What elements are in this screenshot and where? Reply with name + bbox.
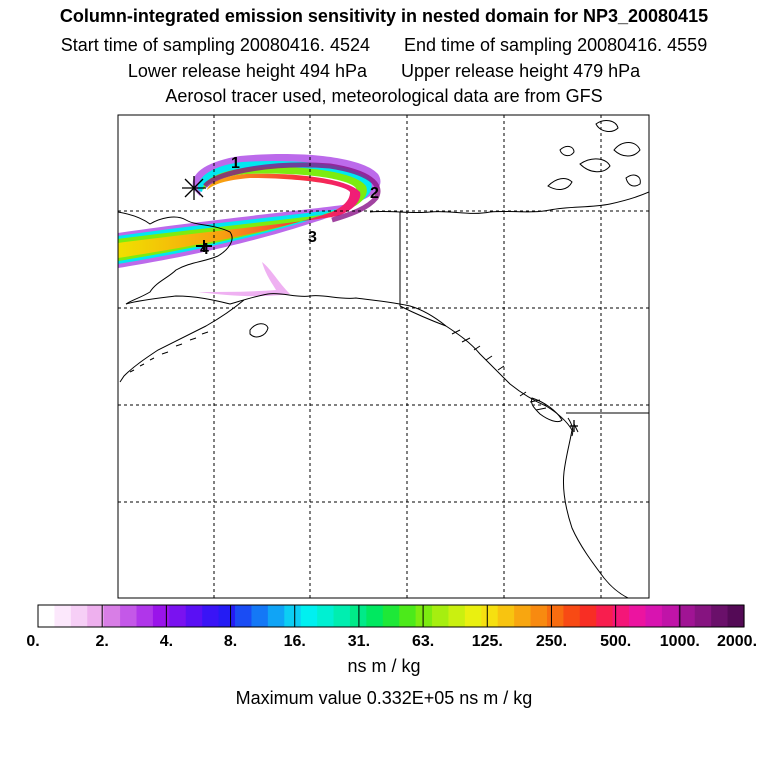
puget-sound: [567, 417, 579, 437]
colorbar-tick-label: 4.: [160, 633, 173, 650]
colorbar-tick-label: 31.: [348, 633, 370, 650]
plume-core: [118, 173, 361, 258]
colorbar-swatch: [152, 605, 170, 627]
colorbar-swatch: [711, 605, 729, 627]
arctic-islands: [547, 120, 641, 190]
colorbar-tick-label: 16.: [284, 633, 306, 650]
colorbar-swatch: [185, 605, 203, 627]
alaska-south-coast: [125, 293, 447, 327]
vancouver-island: [531, 397, 563, 423]
start-time-label: Start time of sampling 20080416. 4524: [60, 35, 370, 55]
colorbar-swatch: [694, 605, 712, 627]
colorbar-swatch: [481, 605, 499, 627]
trajectory-label-1: 1: [231, 155, 240, 172]
alaska-northwest-coast: [118, 211, 233, 305]
colorbar-swatch: [103, 605, 121, 627]
colorbar-frame: [37, 604, 745, 628]
alaska-peninsula: [119, 299, 245, 383]
upper-height-label: Upper release height 479 hPa: [401, 61, 641, 81]
colorbar-swatch: [546, 605, 564, 627]
colorbar-swatch: [661, 605, 679, 627]
aleutian-islands: [129, 331, 209, 373]
colorbar-swatch: [514, 605, 532, 627]
page-title: Column-integrated emission sensitivity i…: [59, 6, 709, 26]
political-boundaries: [399, 212, 649, 414]
trajectory-label-2: 2: [370, 185, 379, 202]
plume-southern-wisp: [198, 262, 290, 297]
colorbar-swatch: [563, 605, 581, 627]
trajectory-tick: [196, 240, 212, 252]
colorbar-swatch: [120, 605, 138, 627]
alexander-archipelago: [451, 329, 547, 411]
colorbar-swatch: [448, 605, 466, 627]
colorbar-swatch: [317, 605, 335, 627]
lat-lon-grid: [118, 115, 649, 598]
colorbar-swatch: [202, 605, 220, 627]
colorbar-tick-label: 1000.: [660, 633, 700, 650]
colorbar-swatch: [678, 605, 696, 627]
colorbar-swatch: [727, 605, 745, 627]
colorbar: [37, 604, 745, 628]
colorbar-swatch: [136, 605, 154, 627]
lower-height-label: Lower release height 494 hPa: [127, 61, 367, 81]
release-heights: Lower release height 494 hPa Upper releas…: [0, 61, 768, 82]
colorbar-swatch: [169, 605, 187, 627]
colorbar-swatch: [382, 605, 400, 627]
colorbar-swatch: [612, 605, 630, 627]
colorbar-tick-label: 63.: [412, 633, 434, 650]
plume-dark-ridge: [203, 162, 381, 223]
colorbar-tick-labels: 0. 2. 4. 8. 16. 31. 63. 125. 250. 500. 1000. 2000.: [26, 633, 757, 650]
end-time-label: End time of sampling 20080416. 4559: [403, 35, 708, 55]
trajectory-label-3: 3: [308, 229, 317, 246]
colorbar-swatch: [70, 605, 88, 627]
tracer-note: Aerosol tracer used, meteorological data…: [165, 86, 603, 106]
canada-pacific-coast: [445, 325, 629, 598]
colorbar-swatch: [432, 605, 450, 627]
maximum-value-label: Maximum value 0.332E+05 ns m / kg: [235, 688, 533, 708]
colorbar-swatch: [251, 605, 269, 627]
colorbar-swatch: [38, 605, 56, 627]
colorbar-swatch: [267, 605, 285, 627]
colorbar-tick-label: 125.: [472, 633, 503, 650]
colorbar-tick-label: 250.: [536, 633, 567, 650]
colorbar-swatch: [497, 605, 515, 627]
colorbar-swatch: [218, 605, 236, 627]
colorbar-swatch: [629, 605, 647, 627]
colorbar-swatch: [333, 605, 351, 627]
colorbar-swatch: [366, 605, 384, 627]
units-label: ns m / kg: [347, 656, 421, 676]
colorbar-swatch: [464, 605, 482, 627]
colorbar-swatch: [596, 605, 614, 627]
colorbar-swatch: [645, 605, 663, 627]
colorbar-swatch: [399, 605, 417, 627]
colorbar-swatch: [235, 605, 253, 627]
colorbar-swatch: [579, 605, 597, 627]
map-area: 1 2 3 4: [118, 115, 649, 598]
coastlines: [118, 120, 649, 598]
colorbar-tick-label: 2.: [96, 633, 109, 650]
sampling-times: Start time of sampling 20080416. 4524 End…: [0, 35, 768, 56]
site-marker: [570, 420, 578, 432]
colorbar-swatch: [415, 605, 433, 627]
colorbar-swatch: [284, 605, 302, 627]
colorbar-tick-label: 8.: [224, 633, 237, 650]
kodiak-island: [249, 323, 269, 338]
colorbar-swatch: [87, 605, 105, 627]
sensitivity-plume: [118, 154, 381, 297]
colorbar-swatch: [530, 605, 548, 627]
alaska-panhandle-border: [399, 305, 447, 327]
receptor-marker: [182, 176, 206, 200]
map-frame: [117, 114, 650, 599]
colorbar-swatch: [54, 605, 72, 627]
colorbar-swatch: [300, 605, 318, 627]
colorbar-tick-label: 0.: [26, 633, 39, 650]
colorbar-tick-label: 500.: [600, 633, 631, 650]
arctic-coast: [369, 191, 649, 214]
colorbar-tick-label: 2000.: [717, 633, 757, 650]
